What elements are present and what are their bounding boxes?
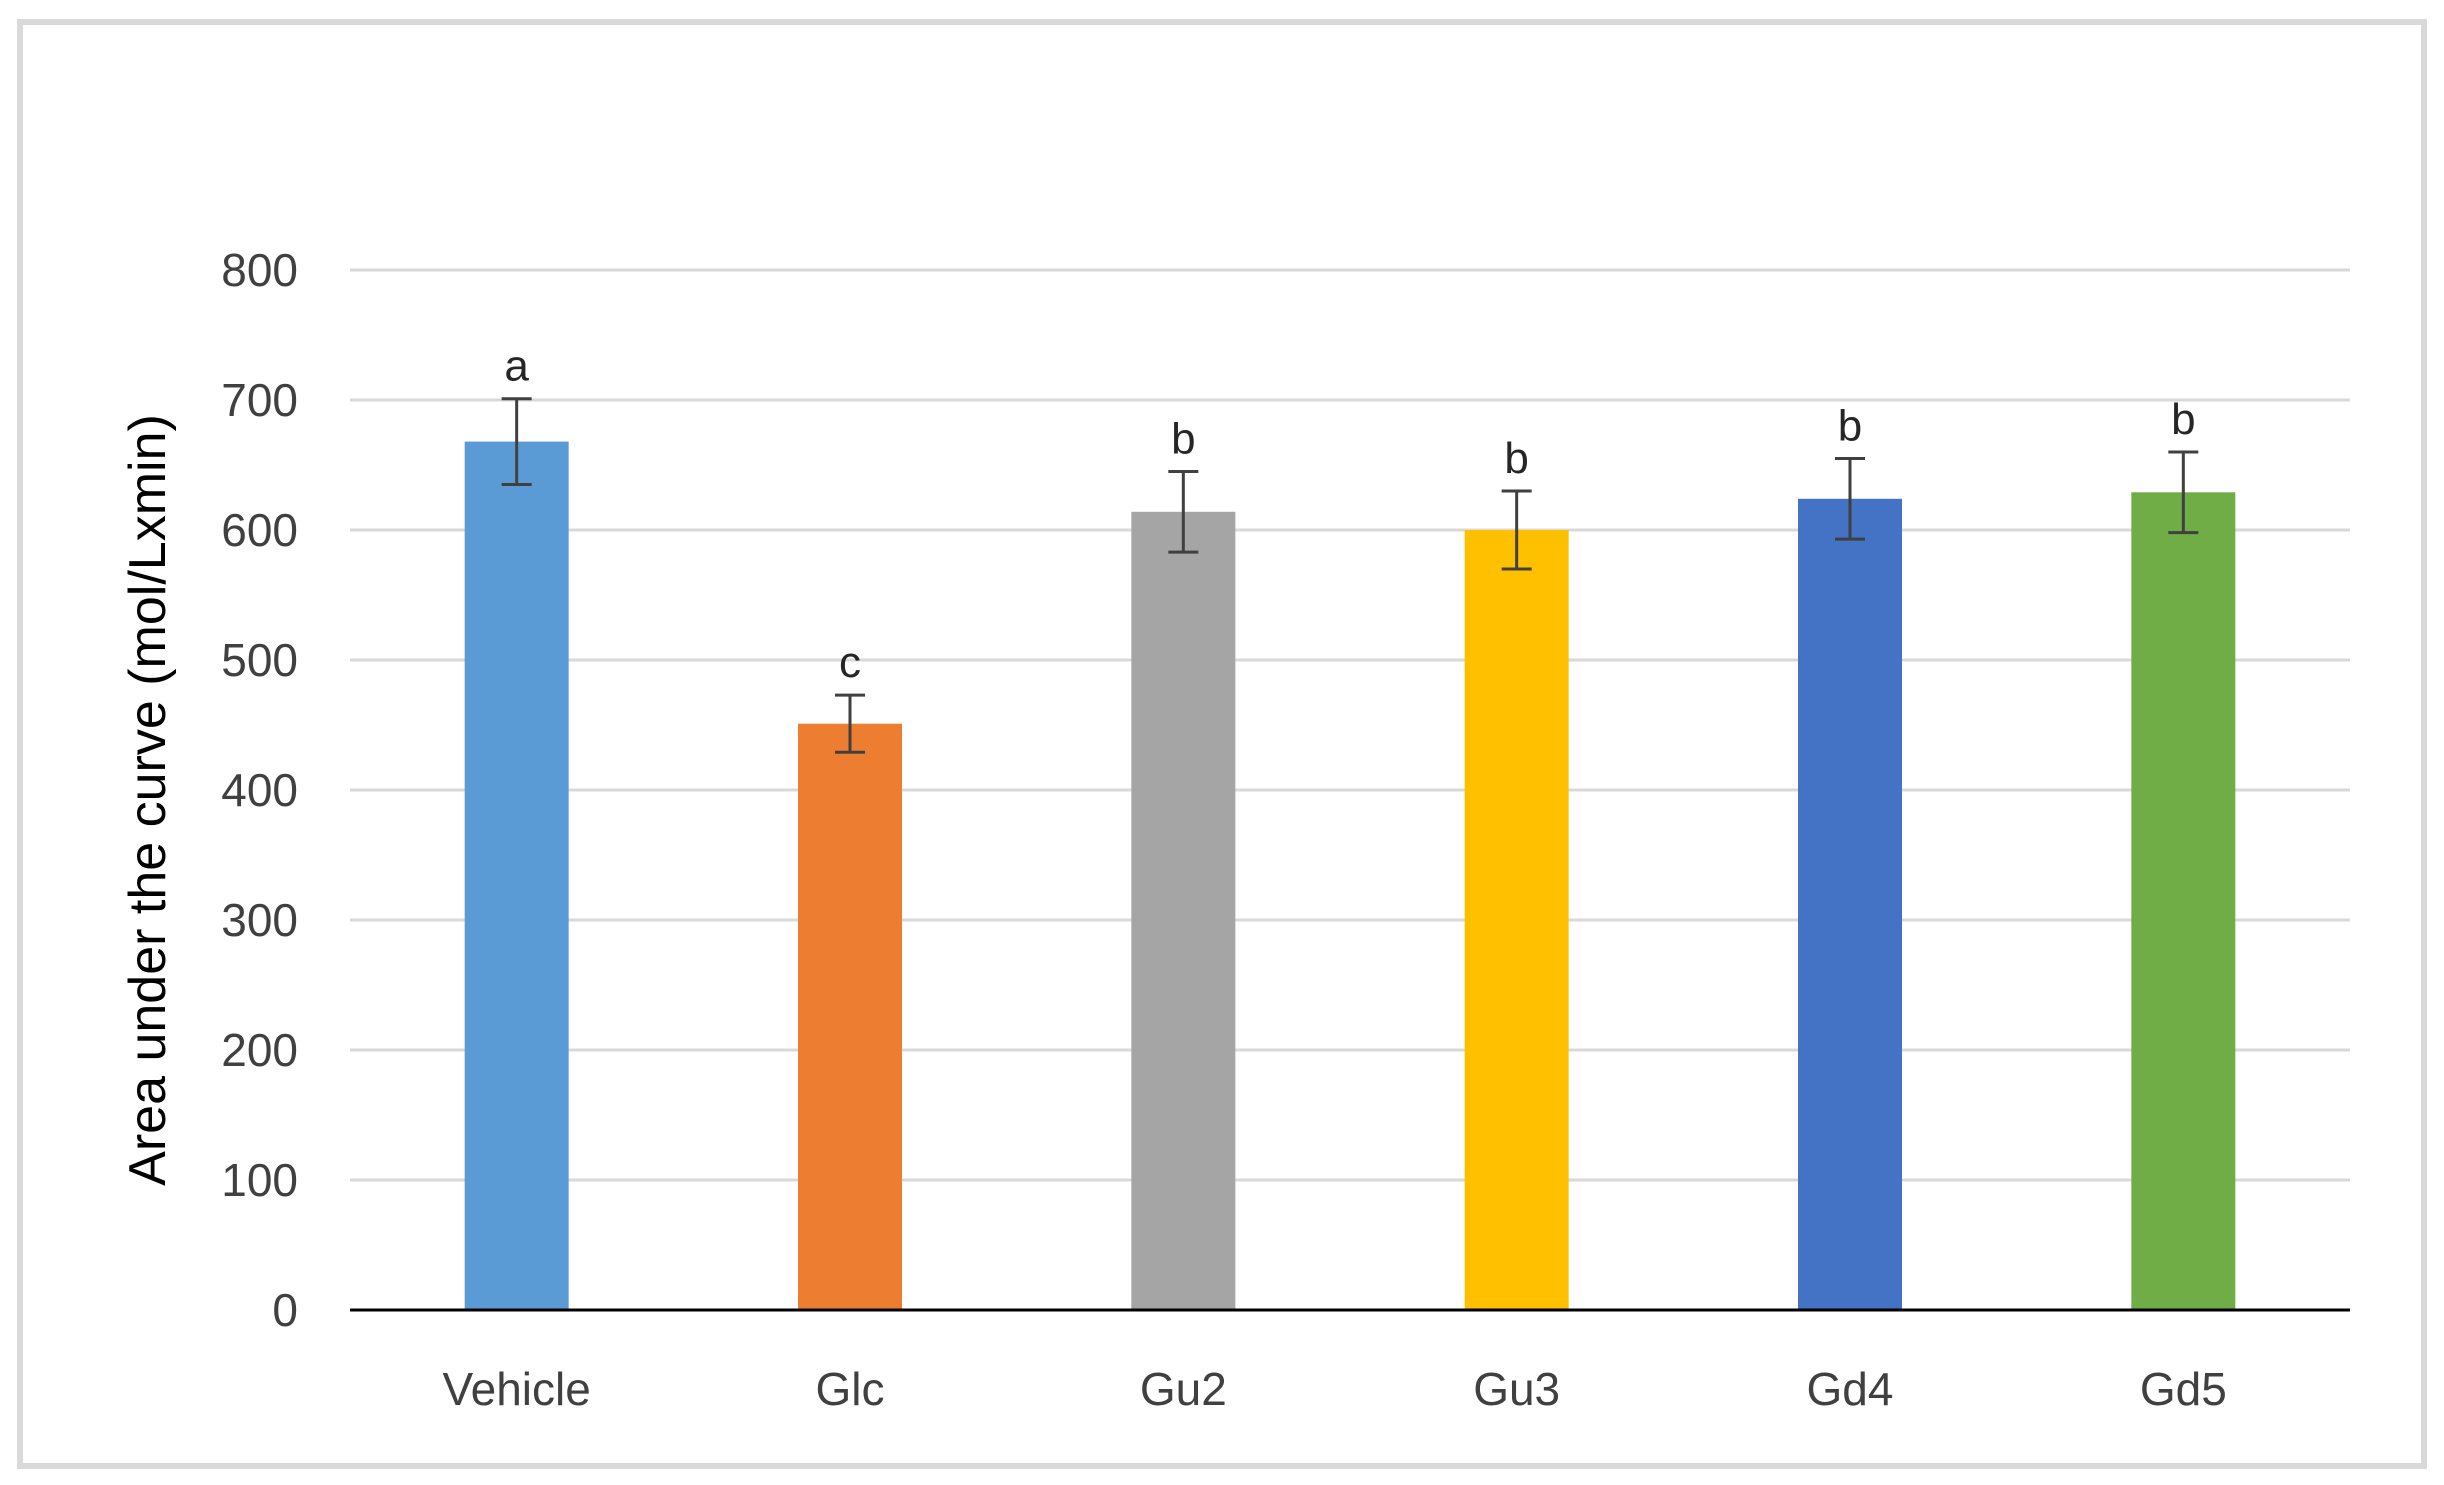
y-tick-label: 200 (221, 1024, 298, 1076)
gridlines (350, 268, 2350, 1182)
y-tick-label: 700 (221, 374, 298, 426)
y-tick-label: 500 (221, 634, 298, 686)
error-bar-glc (835, 693, 865, 754)
x-tick-label: Gu2 (1140, 1363, 1227, 1415)
significance-label: b (1171, 415, 1195, 464)
significance-label: b (2171, 395, 2195, 444)
x-axis-tick-labels: Vehicle Glc Gu2 Gu3 Gd4 Gd5 (442, 1363, 2226, 1415)
y-axis-title: Area under the curve (mol/Lxmin) (119, 414, 177, 1186)
x-tick-label: Glc (816, 1363, 885, 1415)
error-bar-vehicle (501, 397, 532, 486)
significance-label: a (504, 342, 529, 391)
x-tick-label: Gd5 (2140, 1363, 2227, 1415)
error-bars (501, 397, 2199, 754)
bars (464, 441, 2236, 1311)
y-tick-label: 400 (221, 764, 298, 816)
error-bar-gu3 (1501, 489, 1532, 571)
significance-label: c (839, 638, 861, 687)
bar-gd5 (2131, 492, 2236, 1310)
bar-gu3 (1464, 530, 1569, 1310)
y-tick-label: 600 (221, 504, 298, 556)
bar-vehicle (464, 441, 569, 1311)
x-tick-label: Gu3 (1473, 1363, 1560, 1415)
significance-label: b (1504, 434, 1528, 483)
significance-labels: a c b b b b (504, 342, 2195, 687)
x-tick-label: Gd4 (1807, 1363, 1894, 1415)
error-bar-gd5 (2168, 450, 2199, 535)
error-bar-gd4 (1835, 457, 1865, 541)
bar-glc (798, 723, 902, 1310)
y-axis-tick-labels: 0 100 200 300 400 500 600 700 800 (221, 244, 298, 1336)
y-tick-label: 100 (221, 1154, 298, 1206)
bar-gu2 (1131, 511, 1236, 1310)
error-bar-gu2 (1168, 470, 1199, 554)
y-tick-label: 800 (221, 244, 298, 296)
y-tick-label: 300 (221, 894, 298, 946)
bar-gd4 (1798, 498, 1902, 1310)
y-tick-label: 0 (272, 1284, 298, 1336)
x-tick-label: Vehicle (442, 1363, 590, 1415)
significance-label: b (1838, 402, 1862, 451)
